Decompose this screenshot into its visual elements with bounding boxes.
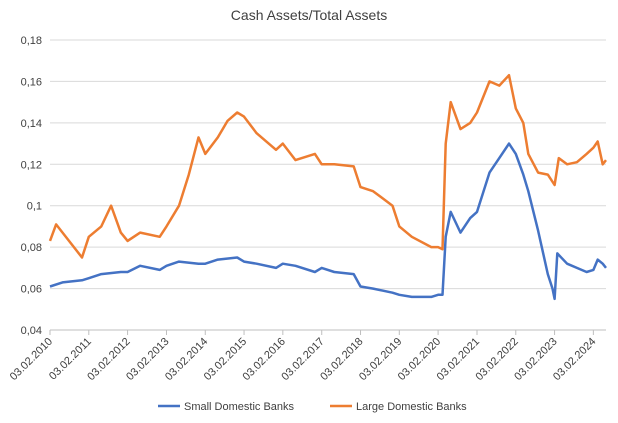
y-tick-label: 0,14: [21, 118, 42, 130]
y-tick-label: 0,18: [21, 35, 42, 47]
y-axis-ticks: 0,04 0,06 0,08 0,1 0,12 0,14 0,16 0,18: [21, 35, 42, 337]
x-axis: 03.02.201003.02.201103.02.201203.02.2013…: [8, 329, 606, 383]
y-tick-label: 0,08: [21, 242, 42, 254]
legend-label: Large Domestic Banks: [356, 401, 467, 413]
y-tick-label: 0,12: [21, 159, 42, 171]
y-tick-label: 0,06: [21, 284, 42, 296]
chart-title: Cash Assets/Total Assets: [231, 7, 387, 23]
series-line-large-domestic-banks: [48, 73, 607, 259]
y-tick-label: 0,1: [27, 201, 42, 213]
legend-label: Small Domestic Banks: [184, 401, 295, 413]
legend: Small Domestic Banks Large Domestic Banks: [158, 401, 467, 413]
series-line-small-domestic-banks: [49, 142, 607, 301]
y-tick-label: 0,16: [21, 76, 42, 88]
y-tick-label: 0,04: [21, 325, 42, 337]
series-lines: [48, 73, 607, 301]
gridlines: [50, 39, 606, 331]
